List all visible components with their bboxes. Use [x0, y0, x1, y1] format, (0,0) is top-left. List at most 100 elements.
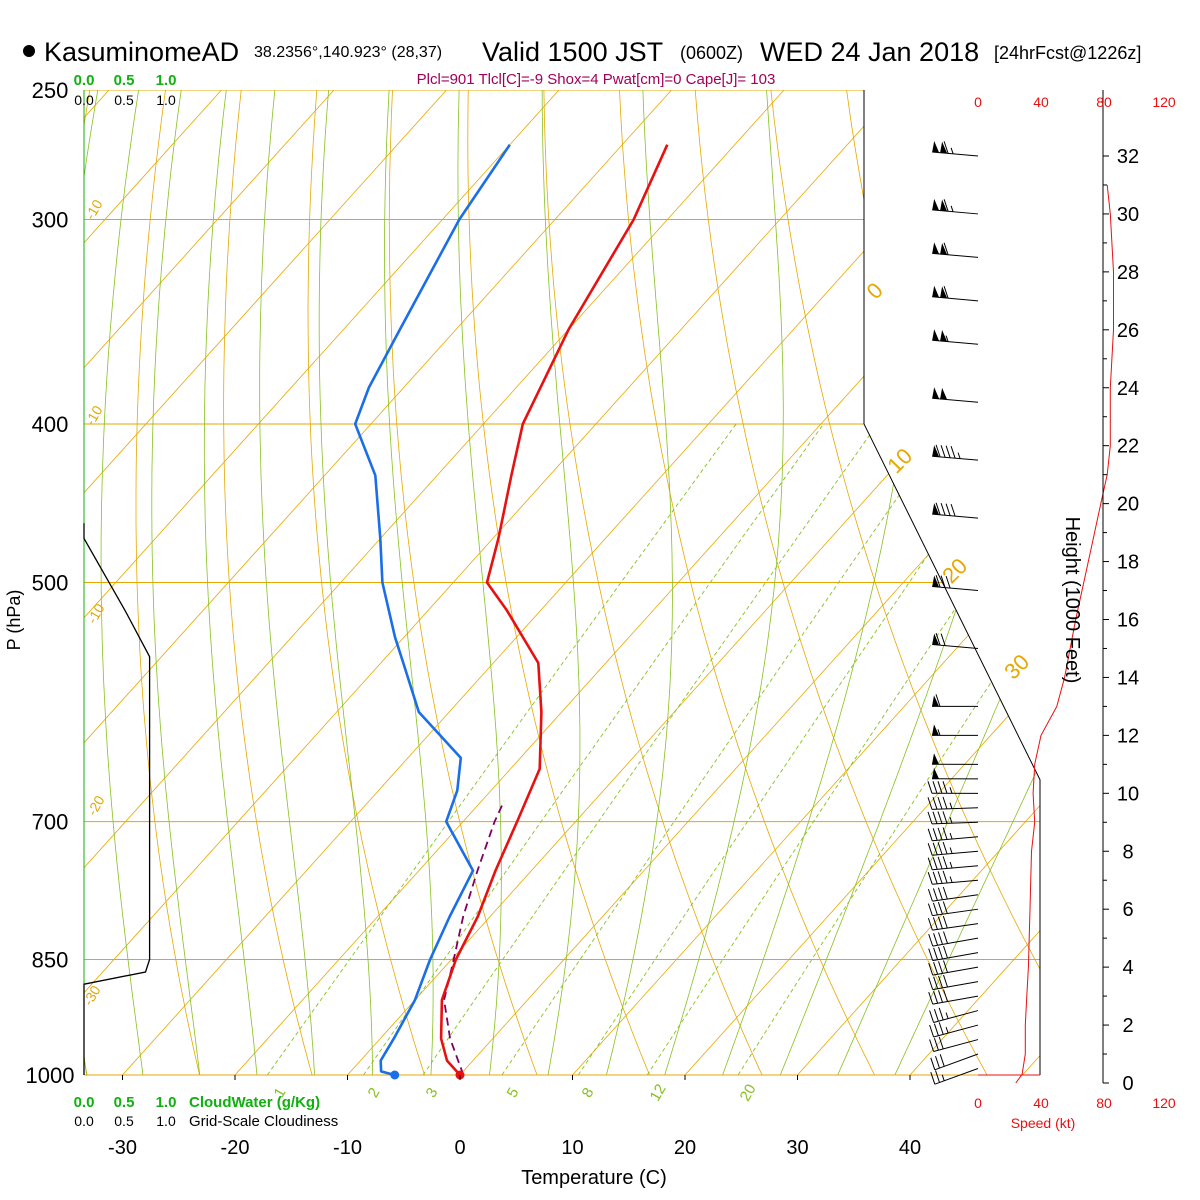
speed-tick-top: 40 — [1033, 94, 1049, 110]
height-tick-label: 10 — [1117, 783, 1139, 805]
dry-adiabat-line — [692, 90, 1007, 1075]
pressure-tick-label: 500 — [32, 571, 69, 596]
height-tick-label: 30 — [1117, 204, 1139, 226]
height-tick-label: 32 — [1117, 146, 1139, 168]
mixing-ratio-line — [737, 423, 1040, 1075]
wind-barb — [927, 796, 979, 810]
dry-adiabat-line — [135, 90, 209, 1075]
wind-barb-flag — [932, 503, 940, 515]
wind-barb-full — [933, 962, 939, 975]
wind-barb-staff — [932, 923, 979, 931]
isotherm-line — [122, 90, 1010, 1075]
moist-adiabat-line — [457, 90, 502, 1075]
pressure-tick-label: 300 — [32, 208, 69, 233]
wind-barb — [927, 901, 979, 917]
wind-barb-full — [935, 1070, 940, 1083]
wind-barb — [931, 724, 979, 736]
speed-tick-bottom: 120 — [1152, 1095, 1176, 1111]
wind-barb-full — [937, 827, 943, 841]
wind-barb-full — [929, 1024, 935, 1038]
mixing-ratio-label: 2 — [365, 1085, 384, 1101]
wind-barb-full — [935, 444, 941, 458]
dry-adiabat-line — [618, 90, 893, 1075]
wind-barb — [928, 931, 979, 947]
cloudwater-tick-bottom: 0.5 — [114, 1094, 135, 1111]
wind-barb-half — [949, 861, 953, 869]
isotherm-label: 0 — [862, 278, 888, 304]
wind-barb-staff — [932, 966, 979, 976]
wind-barb-full — [938, 990, 943, 1003]
wind-barb-full — [928, 933, 934, 947]
wind-barb-staff — [933, 1024, 979, 1038]
wind-barb-full — [942, 841, 948, 855]
temperature-tick-label: 40 — [899, 1137, 921, 1159]
temperature-tick-label: -30 — [108, 1137, 137, 1159]
forecast-tag: [24hrFcst@1226z] — [994, 43, 1141, 63]
height-tick-label: 4 — [1122, 957, 1133, 979]
wind-barb-full — [928, 977, 934, 990]
wind-barb-half — [945, 335, 949, 342]
wind-barb-half — [950, 205, 954, 212]
wind-barb-flag — [932, 285, 940, 298]
wind-barb-staff — [933, 1010, 979, 1023]
moist-adiabat-line — [822, 90, 1040, 1075]
wind-barb-flag — [932, 753, 939, 765]
dry-adiabat-line — [767, 90, 1040, 1075]
wind-barb-half — [945, 1012, 949, 1019]
wind-barb-full — [940, 503, 946, 516]
wind-barb-staff — [931, 821, 979, 825]
wind-barb — [928, 945, 979, 962]
mixing-ratio-line — [646, 423, 1040, 1075]
mixing-ratio-line — [577, 423, 1018, 1075]
wind-barb-full — [932, 797, 938, 810]
height-tick-label: 24 — [1117, 378, 1139, 400]
wind-barb-staff — [932, 894, 979, 902]
surface-dewpoint-marker — [390, 1070, 400, 1080]
wind-barb-half — [945, 1026, 949, 1034]
wind-barb — [929, 1022, 979, 1038]
wind-barb-full — [932, 811, 938, 824]
mixing-ratio-line — [266, 423, 737, 1075]
temperature-tick-label: 10 — [561, 1137, 583, 1159]
wind-barb-half — [949, 876, 953, 883]
wind-barb — [928, 974, 979, 991]
wind-barb-full — [928, 991, 934, 1005]
speed-tick-bottom: 80 — [1096, 1095, 1112, 1111]
wind-barb — [927, 915, 979, 931]
wind-barb-full — [929, 1010, 935, 1023]
moist-adiabat-line — [653, 90, 784, 1075]
wind-barb-full — [945, 575, 951, 589]
moist-adiabat-line — [540, 90, 581, 1075]
height-tick-label: 8 — [1122, 841, 1133, 863]
wind-barb-staff — [932, 879, 979, 885]
wind-barb — [929, 1007, 979, 1023]
cloudiness-axis-label: Grid-Scale Cloudiness — [189, 1113, 338, 1130]
isotherm-label: -10 — [84, 601, 108, 627]
cloudwater-tick-top: 0.0 — [74, 72, 95, 89]
wind-barb-full — [938, 932, 943, 945]
isotherm-line — [347, 90, 1040, 1075]
wind-barb-full — [937, 796, 943, 810]
wind-barb — [932, 575, 979, 592]
wind-barb-flag — [932, 141, 940, 153]
wind-barb-staff — [932, 850, 979, 856]
wind-barb-full — [942, 901, 948, 914]
moist-adiabat-line — [318, 90, 374, 1075]
wind-barb-full — [943, 960, 948, 973]
wind-barb-full — [942, 811, 948, 824]
wind-barb-flag — [932, 695, 939, 707]
mixing-ratio-line — [501, 423, 950, 1075]
wind-barb-half — [950, 147, 954, 154]
wind-barb — [932, 141, 979, 157]
temperature-tick-label: -10 — [333, 1137, 362, 1159]
wind-barb-full — [927, 857, 933, 870]
dry-adiabat-line — [992, 90, 1040, 1075]
wind-barb-full — [940, 633, 946, 646]
wind-barb-full — [932, 871, 938, 884]
wind-barb-full — [933, 1009, 939, 1022]
pressure-axis-label: P (hPa) — [4, 590, 24, 651]
speed-tick-top: 80 — [1096, 94, 1112, 110]
wind-barb-full — [933, 991, 939, 1004]
valid-time: Valid 1500 JST — [482, 37, 663, 67]
